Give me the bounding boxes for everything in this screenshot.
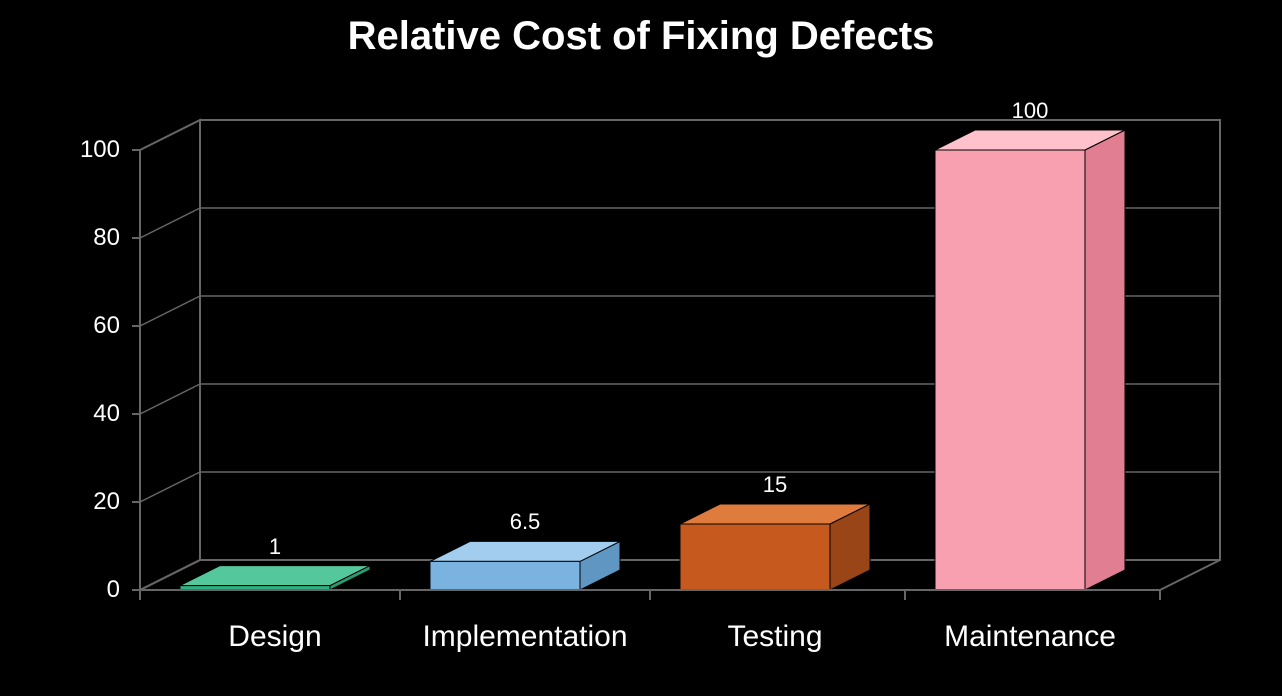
y-tick-label: 60 bbox=[40, 312, 120, 340]
bar-value-label: 6.5 bbox=[465, 509, 585, 535]
x-tick-label: Design bbox=[155, 620, 395, 654]
y-tick-label: 20 bbox=[40, 488, 120, 516]
y-tick-label: 80 bbox=[40, 224, 120, 252]
y-tick-label: 40 bbox=[40, 400, 120, 428]
x-tick-label: Maintenance bbox=[910, 620, 1150, 654]
y-tick-label: 100 bbox=[40, 136, 120, 164]
bar-value-label: 100 bbox=[970, 98, 1090, 124]
x-tick-label: Testing bbox=[655, 620, 895, 654]
x-tick-label: Implementation bbox=[405, 620, 645, 654]
y-tick-label: 0 bbox=[40, 576, 120, 604]
bar-value-label: 1 bbox=[215, 534, 335, 560]
bar-value-label: 15 bbox=[715, 472, 835, 498]
